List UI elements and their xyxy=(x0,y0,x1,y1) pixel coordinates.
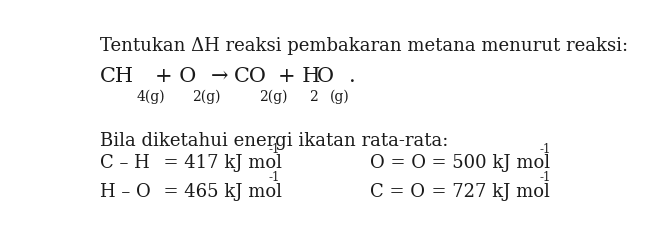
Text: = 417 kJ mol: = 417 kJ mol xyxy=(152,154,282,172)
Text: -1: -1 xyxy=(269,171,280,184)
Text: + O: + O xyxy=(155,67,197,86)
Text: (g): (g) xyxy=(331,89,350,104)
Text: = 500 kJ mol: = 500 kJ mol xyxy=(420,154,550,172)
Text: Bila diketahui energi ikatan rata-rata:: Bila diketahui energi ikatan rata-rata: xyxy=(99,132,448,150)
Text: = 727 kJ mol: = 727 kJ mol xyxy=(420,183,550,201)
Text: →: → xyxy=(211,67,228,86)
Text: -1: -1 xyxy=(269,143,280,156)
Text: CO: CO xyxy=(233,67,266,86)
Text: CH: CH xyxy=(99,67,134,86)
Text: 2: 2 xyxy=(309,90,318,104)
Text: 2(g): 2(g) xyxy=(192,89,221,104)
Text: .: . xyxy=(349,67,355,86)
Text: + H: + H xyxy=(278,67,321,86)
Text: C – H: C – H xyxy=(99,154,149,172)
Text: -1: -1 xyxy=(540,143,551,156)
Text: 2(g): 2(g) xyxy=(259,89,288,104)
Text: = 465 kJ mol: = 465 kJ mol xyxy=(152,183,282,201)
Text: 4(g): 4(g) xyxy=(136,89,165,104)
Text: Tentukan ΔH reaksi pembakaran metana menurut reaksi:: Tentukan ΔH reaksi pembakaran metana men… xyxy=(99,37,628,55)
Text: -1: -1 xyxy=(540,171,551,184)
Text: O: O xyxy=(317,67,334,86)
Text: C = O: C = O xyxy=(370,183,425,201)
Text: H – O: H – O xyxy=(99,183,151,201)
Text: O = O: O = O xyxy=(370,154,427,172)
